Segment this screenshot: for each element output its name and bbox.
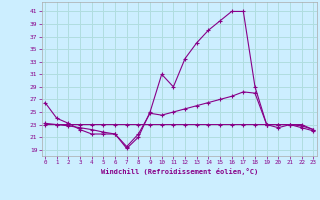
X-axis label: Windchill (Refroidissement éolien,°C): Windchill (Refroidissement éolien,°C) [100,168,258,175]
